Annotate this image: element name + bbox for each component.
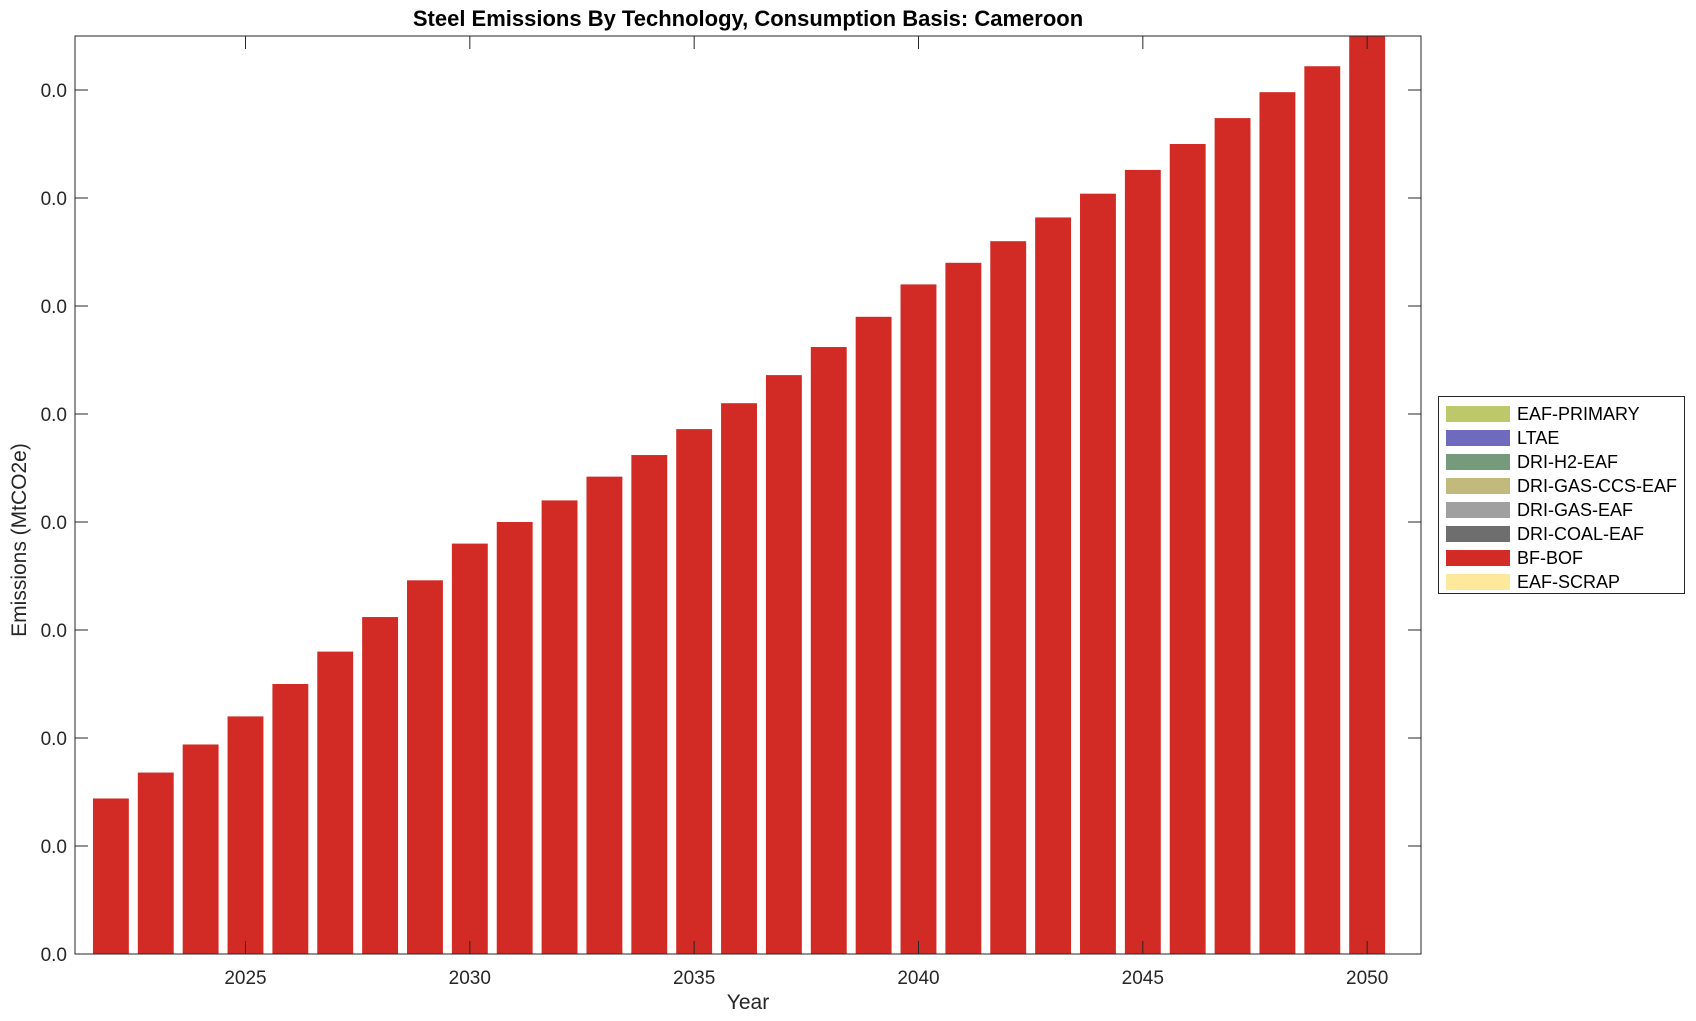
bar-bf-bof-2033 — [586, 476, 623, 954]
bar-bf-bof-2029 — [407, 580, 443, 954]
legend-item: LTAE — [1439, 426, 1684, 450]
bar-bf-bof-2049 — [1304, 66, 1341, 955]
bar-bf-bof-2047 — [1214, 118, 1251, 954]
bar-bf-bof-2050 — [1349, 36, 1386, 954]
bar-bf-bof-2024 — [182, 744, 219, 954]
chart-title: Steel Emissions By Technology, Consumpti… — [412, 6, 1084, 31]
legend-item: DRI-H2-EAF — [1439, 450, 1684, 474]
legend-item: DRI-GAS-EAF — [1439, 498, 1684, 522]
legend-item: DRI-COAL-EAF — [1439, 522, 1684, 546]
bar-bf-bof-2039 — [855, 316, 892, 954]
legend-label: EAF-PRIMARY — [1517, 403, 1640, 424]
legend-swatch — [1446, 478, 1510, 494]
y-axis-label: Emissions (MtCO2e) — [8, 443, 31, 637]
plot-frame — [74, 35, 1422, 955]
bar-bf-bof-2023 — [137, 772, 174, 954]
y-tick-label: 0.0 — [41, 837, 67, 858]
bar-bf-bof-2022 — [92, 798, 129, 954]
bar-bf-bof-2030 — [451, 543, 488, 954]
bar-bf-bof-2040 — [900, 284, 937, 954]
x-tick-label: 2045 — [1122, 968, 1164, 989]
bar-bf-bof-2044 — [1080, 193, 1116, 954]
y-tick-label: 0.0 — [41, 621, 67, 642]
legend-item: EAF-PRIMARY — [1439, 402, 1684, 426]
bar-bf-bof-2041 — [945, 262, 982, 954]
y-tick-label: 0.0 — [41, 513, 67, 534]
bar-bf-bof-2036 — [721, 403, 757, 954]
legend-label: DRI-COAL-EAF — [1517, 523, 1645, 544]
legend-swatch — [1446, 526, 1510, 542]
bar-bf-bof-2025 — [227, 716, 264, 954]
bar-bf-bof-2037 — [765, 375, 802, 954]
y-tick-label: 0.0 — [41, 189, 67, 210]
legend-swatch — [1446, 502, 1510, 518]
bar-bf-bof-2043 — [1035, 217, 1072, 954]
bars-layer — [92, 36, 1386, 955]
x-tick-label: 2050 — [1346, 968, 1388, 989]
x-axis-label: Year — [726, 991, 770, 1014]
y-tick-label: 0.0 — [41, 729, 67, 750]
legend-swatch — [1446, 574, 1510, 590]
x-tick-label: 2030 — [449, 968, 491, 989]
legend: EAF-PRIMARY LTAE DRI-H2-EAF DRI-GAS-CCS-EAF… — [1438, 396, 1685, 594]
x-tick-label: 2040 — [897, 968, 939, 989]
bar-bf-bof-2026 — [272, 684, 309, 954]
bar-bf-bof-2032 — [541, 500, 578, 954]
y-tick-label: 0.0 — [41, 405, 67, 426]
legend-label: BF-BOF — [1517, 547, 1583, 568]
legend-swatch — [1446, 454, 1510, 470]
bar-bf-bof-2035 — [676, 429, 713, 954]
legend-label: DRI-H2-EAF — [1517, 451, 1619, 472]
x-tick-label: 2035 — [673, 968, 715, 989]
bar-bf-bof-2042 — [990, 241, 1027, 954]
y-tick-label: 0.0 — [41, 81, 67, 102]
legend-label: LTAE — [1517, 427, 1560, 448]
y-tick-label: 0.0 — [41, 297, 67, 318]
bar-bf-bof-2027 — [317, 651, 354, 954]
legend-item: EAF-SCRAP — [1439, 570, 1684, 594]
legend-label: DRI-GAS-EAF — [1517, 499, 1634, 520]
bar-bf-bof-2034 — [631, 455, 668, 954]
legend-swatch — [1446, 430, 1510, 446]
legend-swatch — [1446, 406, 1510, 422]
legend-item: DRI-GAS-CCS-EAF — [1439, 474, 1684, 498]
bar-bf-bof-2046 — [1169, 144, 1206, 954]
bar-bf-bof-2031 — [496, 522, 533, 954]
legend-label: EAF-SCRAP — [1517, 571, 1621, 592]
bar-bf-bof-2048 — [1259, 92, 1296, 954]
ticks-layer: 0.0 0.0 0.0 0.0 0.0 0.0 0.0 0.0 0.0 2025 2030 2035 2… — [41, 36, 1421, 989]
x-tick-label: 2025 — [224, 968, 266, 989]
y-tick-label: 0.0 — [41, 945, 67, 966]
legend-label: DRI-GAS-CCS-EAF — [1517, 475, 1678, 496]
legend-item: BF-BOF — [1439, 546, 1684, 570]
legend-swatch — [1446, 550, 1510, 566]
bar-bf-bof-2038 — [810, 347, 847, 954]
bar-bf-bof-2045 — [1124, 169, 1161, 955]
bar-bf-bof-2028 — [362, 617, 399, 954]
